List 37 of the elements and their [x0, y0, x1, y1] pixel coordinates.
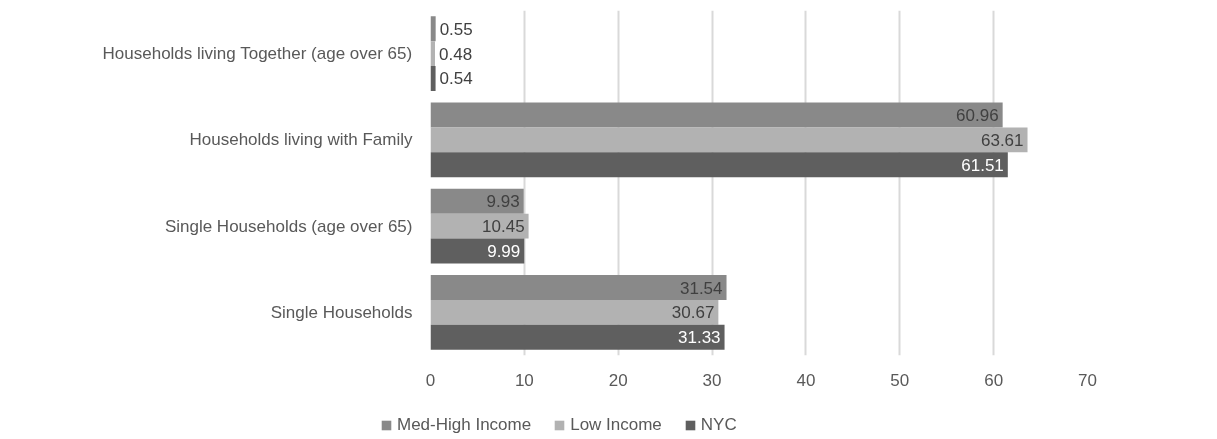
- legend-label: Low Income: [570, 415, 662, 435]
- bar: [430, 299, 719, 325]
- data-label: 9.93: [486, 192, 520, 212]
- data-label: 61.51: [961, 155, 1004, 175]
- data-label: 30.67: [671, 303, 715, 323]
- x-tick-label: 0: [425, 370, 436, 390]
- bar: [430, 66, 436, 91]
- bar: [430, 188, 524, 214]
- bar: [430, 102, 1003, 128]
- legend-label: Med-High Income: [397, 415, 532, 435]
- data-label: 0.48: [439, 44, 473, 64]
- data-label: 9.99: [487, 241, 521, 261]
- y-tick-label: Single Households (age over 65): [164, 216, 413, 236]
- data-label: 31.33: [678, 328, 721, 348]
- x-tick-label: 20: [608, 370, 628, 390]
- bar: [430, 16, 436, 42]
- data-label: 10.45: [482, 217, 525, 237]
- x-tick-label: 50: [890, 370, 910, 390]
- y-tick-label: Households living Together (age over 65): [102, 44, 413, 64]
- bar: [430, 213, 529, 239]
- x-tick-label: 60: [984, 370, 1004, 390]
- data-label: 0.54: [439, 69, 473, 89]
- bar: [430, 127, 1028, 153]
- y-tick-label: Single Households: [270, 302, 413, 322]
- legend-label: NYC: [700, 415, 737, 435]
- x-tick-label: 30: [702, 370, 722, 390]
- bar: [430, 324, 725, 350]
- bar: [430, 152, 1008, 178]
- data-label: 31.54: [679, 278, 723, 298]
- x-tick-label: 70: [1078, 370, 1097, 390]
- bar: [430, 275, 727, 300]
- data-label: 60.96: [956, 106, 999, 126]
- x-tick-label: 40: [796, 370, 816, 390]
- x-tick-label: 10: [514, 370, 534, 390]
- y-tick-label: Households living with Family: [189, 130, 413, 150]
- data-label: 0.55: [439, 19, 473, 39]
- data-label: 63.61: [980, 130, 1024, 150]
